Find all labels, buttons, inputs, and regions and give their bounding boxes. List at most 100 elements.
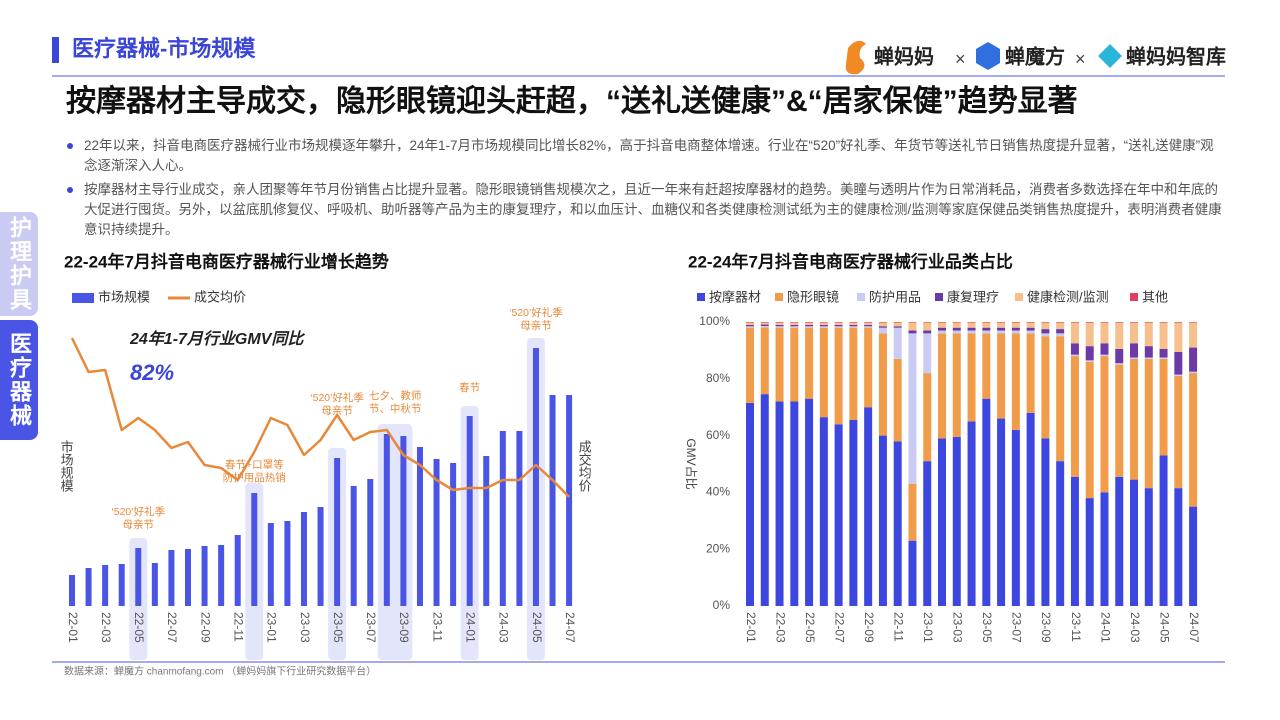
logo-icon (1098, 44, 1122, 68)
bar-segment (967, 421, 976, 606)
bar (450, 463, 457, 606)
bar-segment (1100, 354, 1109, 357)
bar-segment (849, 327, 858, 420)
bar-segment (908, 540, 917, 606)
bar-segment (1070, 356, 1079, 477)
bar-segment (1100, 492, 1109, 606)
chart-title: 22-24年7月抖音电商医疗器械行业增长趋势 (64, 251, 389, 271)
bar (184, 549, 191, 606)
bar-segment (893, 441, 902, 606)
bar-segment (893, 358, 902, 442)
x-tick-label: 23-01 (921, 612, 935, 643)
bar-segment (746, 322, 754, 325)
header-bar (52, 37, 59, 63)
legend-label: 健康检测/监测 (1027, 289, 1109, 304)
bar-segment (1159, 455, 1168, 606)
bar-segment (1144, 346, 1153, 358)
bar-segment (1041, 333, 1050, 337)
legend-label: 市场规模 (98, 289, 150, 304)
side-tab[interactable]: 护理护具 (0, 212, 38, 316)
bar (151, 563, 158, 606)
x-tick-label: 22-11 (892, 612, 906, 642)
y-tick-label: 80% (706, 371, 730, 385)
bar-segment (1130, 358, 1139, 480)
bar-segment (1070, 322, 1079, 344)
x-tick-label: 23-01 (265, 612, 279, 643)
logo-icon (976, 42, 1000, 70)
y2-axis-label: 成交均价 (577, 440, 592, 492)
annotation: 母亲节 (520, 319, 552, 332)
bar-segment (805, 398, 814, 606)
bar-segment (967, 322, 976, 328)
bar-segment (938, 327, 947, 331)
bar (251, 493, 258, 606)
bar-segment (805, 322, 814, 325)
bar-segment (1070, 354, 1079, 357)
x-tick-label: 23-09 (1039, 612, 1053, 643)
bar-segment (849, 322, 858, 323)
bar-segment (1130, 357, 1139, 359)
x-tick-label: 24-03 (497, 612, 511, 643)
x-tick-label: 22-05 (803, 612, 817, 643)
bar (400, 436, 407, 606)
bar-segment (849, 326, 858, 328)
bar-segment (864, 324, 873, 327)
x-tick-label: 22-01 (744, 612, 758, 643)
bar-segment (1189, 506, 1198, 606)
bar-segment (1056, 336, 1065, 462)
bar-segment (819, 322, 828, 323)
bar (168, 550, 175, 606)
x-tick-label: 22-09 (198, 612, 212, 643)
y-axis-label: GMV占比 (684, 438, 699, 489)
x-tick-label: 23-11 (430, 612, 444, 642)
bar (85, 568, 92, 606)
bar-segment (1056, 329, 1065, 334)
bar-segment (805, 324, 814, 327)
bar-segment (1011, 322, 1020, 323)
bar-segment (775, 327, 784, 402)
bar (300, 512, 307, 606)
bar-segment (1026, 333, 1035, 413)
bar-segment (1174, 351, 1183, 375)
bar (284, 521, 291, 606)
bar-segment (1144, 322, 1153, 347)
bar-segment (982, 327, 991, 331)
bar-segment (746, 324, 754, 327)
bar-segment (1130, 479, 1139, 606)
bar-segment (1085, 322, 1094, 347)
bar-segment (834, 322, 843, 325)
bar (350, 486, 357, 606)
bar-segment (1011, 333, 1020, 430)
bar-segment (952, 327, 961, 331)
bar-segment (938, 333, 947, 439)
bar (549, 395, 556, 606)
logo-separator: × (1075, 49, 1086, 69)
bar-segment (1070, 476, 1079, 606)
bar-segment (834, 327, 843, 425)
side-tab[interactable]: 医疗器械 (0, 320, 38, 440)
bar-segment (1159, 322, 1168, 323)
y-tick-label: 60% (706, 428, 730, 442)
bar-segment (849, 419, 858, 606)
line (70, 337, 570, 498)
bar-segment (982, 398, 991, 606)
bar-segment (1085, 346, 1094, 361)
bar-segment (1115, 364, 1124, 477)
x-tick-label: 24-05 (530, 612, 544, 643)
annotation: 母亲节 (321, 404, 353, 417)
bar-segment (997, 418, 1006, 606)
x-tick-label: 22-09 (862, 612, 876, 643)
bar-segment (1189, 371, 1198, 374)
bar-segment (746, 322, 754, 323)
bar-segment (908, 483, 917, 541)
bar-segment (790, 322, 799, 325)
bar-segment (1085, 360, 1094, 362)
bar-segment (864, 322, 873, 323)
legend-swatch (1130, 293, 1138, 301)
bar-segment (878, 435, 887, 606)
bar-segment (878, 326, 887, 328)
bar-segment (997, 322, 1006, 323)
annotation: 春节 (459, 382, 480, 394)
bar-segment (864, 407, 873, 606)
